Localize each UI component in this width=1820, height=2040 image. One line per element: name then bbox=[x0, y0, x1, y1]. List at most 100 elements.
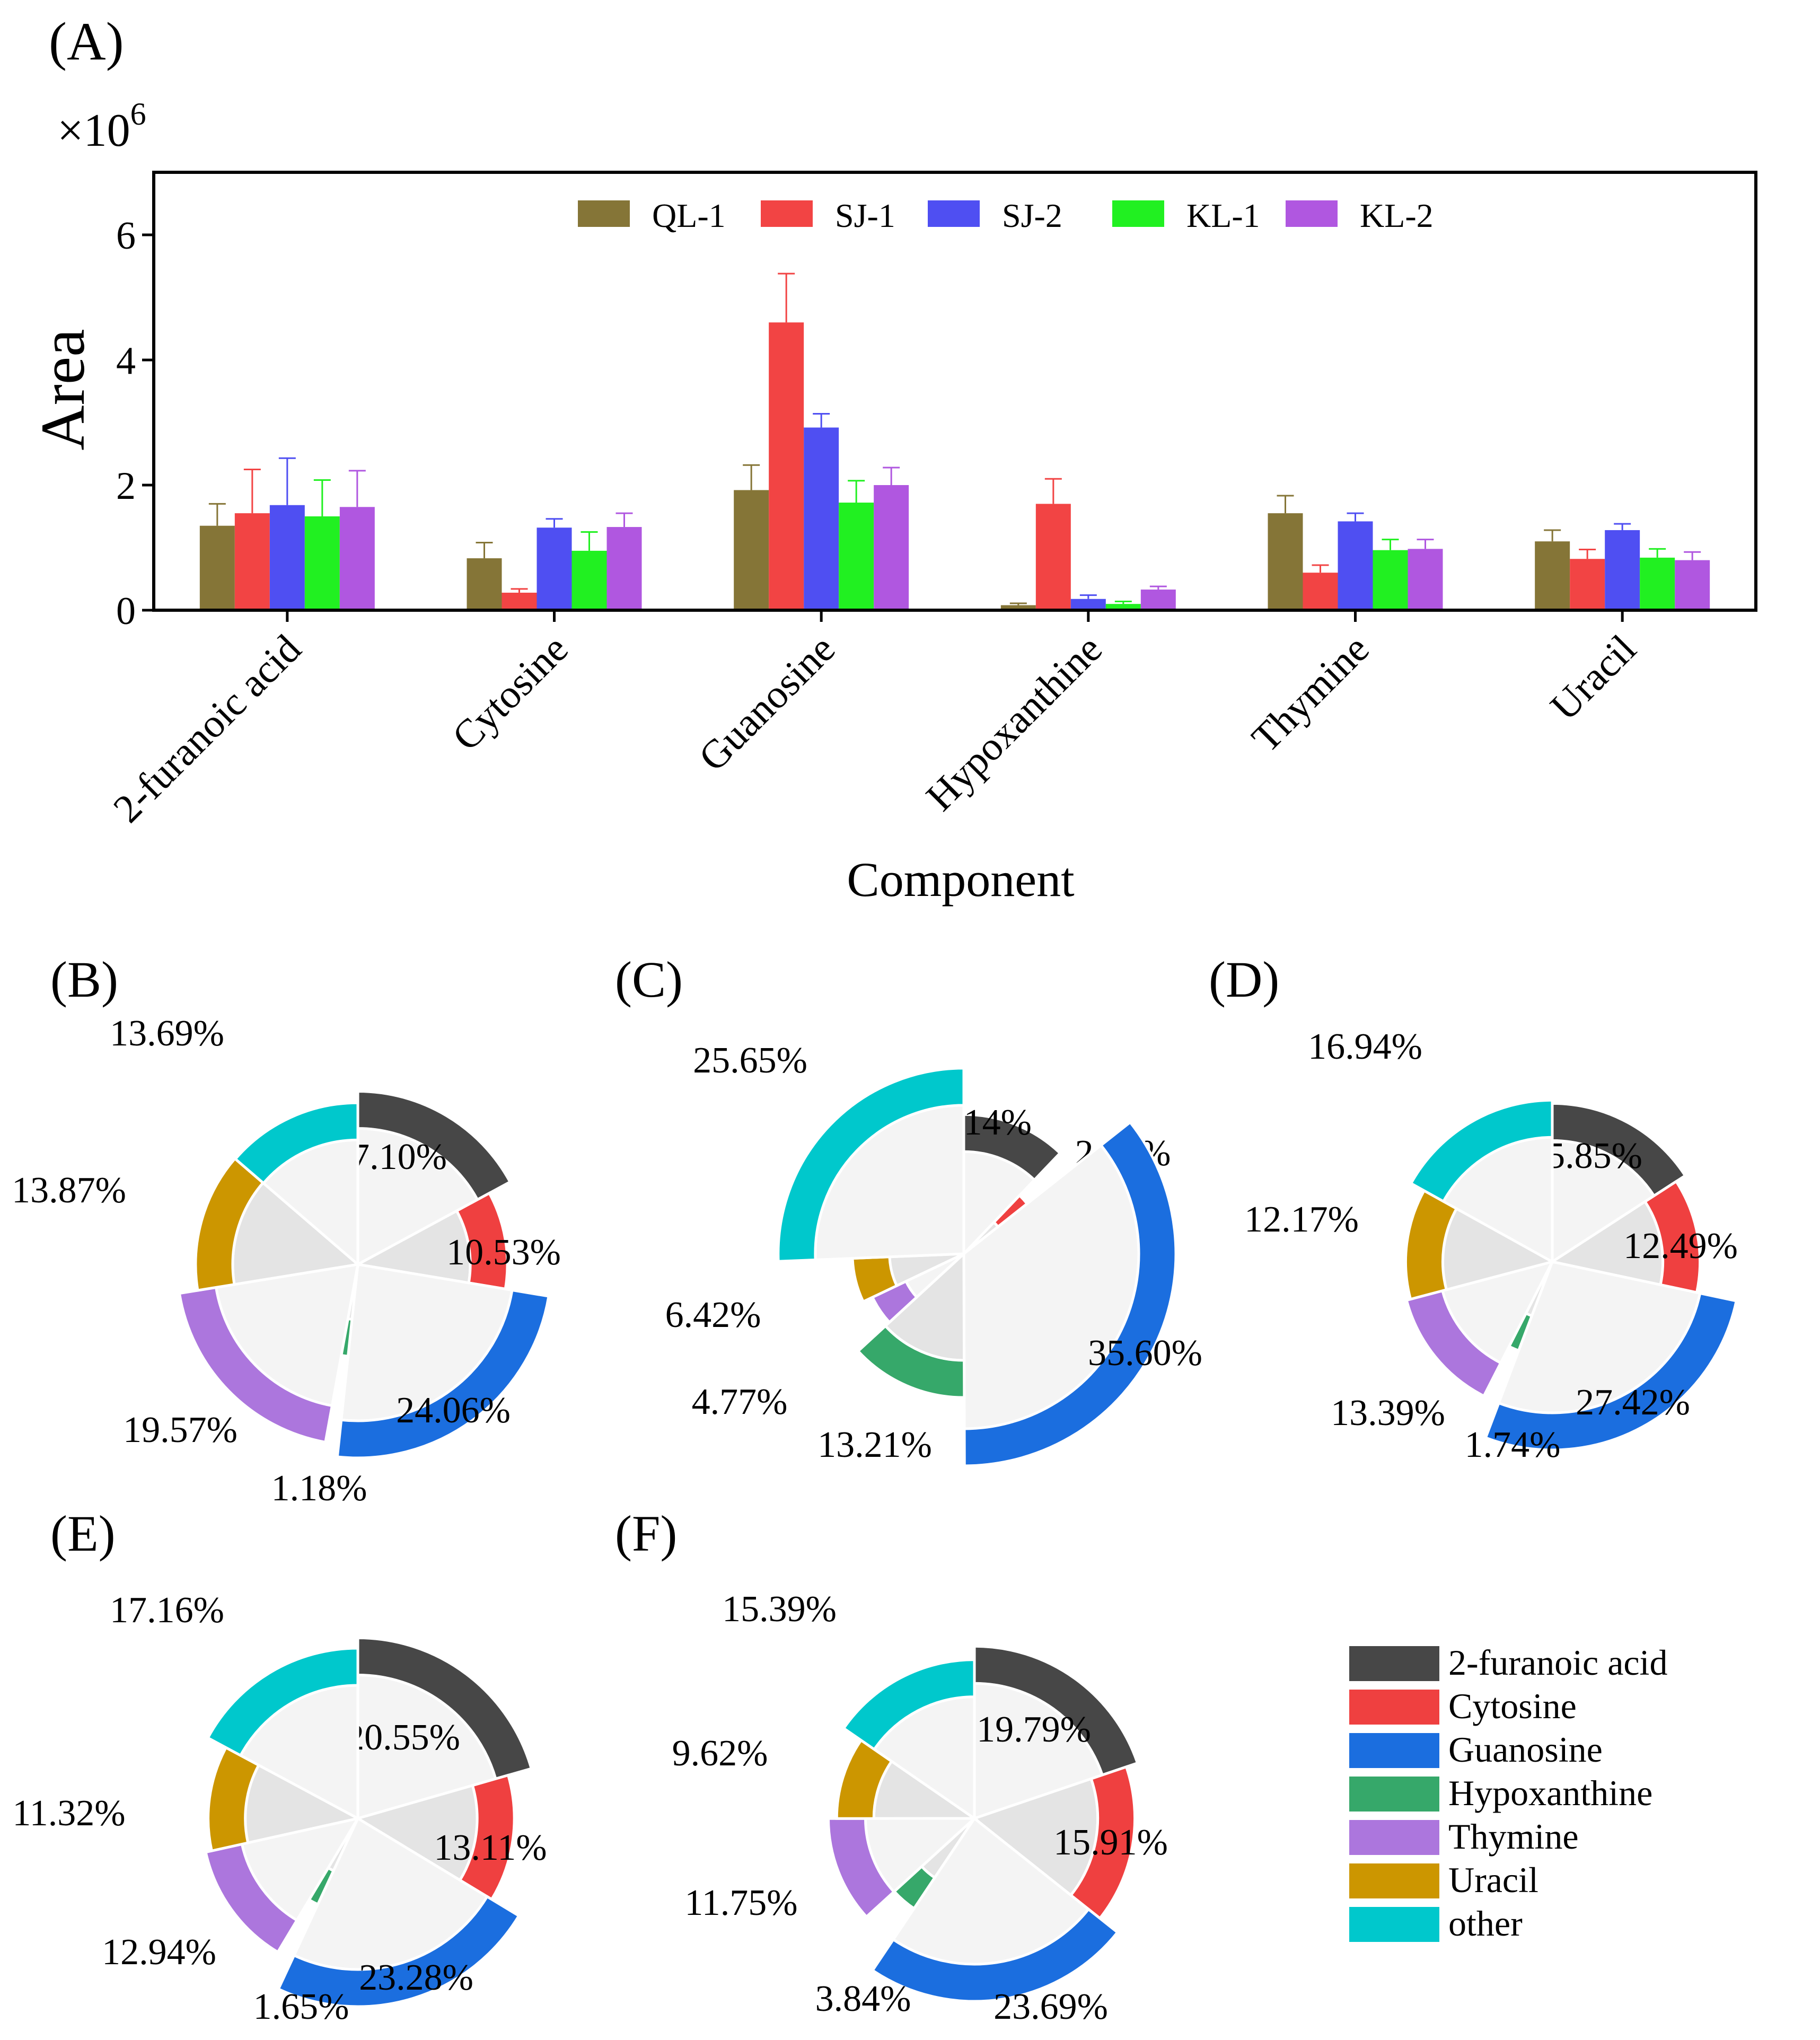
rose-band-2-furanoic-acid bbox=[962, 1113, 1062, 1182]
y-multiplier: ×106 bbox=[57, 96, 146, 156]
rose-value-label-uracil: 11.32% bbox=[12, 1793, 125, 1834]
legend-swatch-guanosine bbox=[1349, 1733, 1439, 1768]
rose-chart-panel-d: (D) 15.85%12.49%27.42%1.74%13.39%12.17%1… bbox=[1209, 951, 1738, 1465]
rose-value-label-cytosine: 15.91% bbox=[1053, 1822, 1168, 1863]
rose-band-guanosine bbox=[336, 1288, 550, 1459]
rose-value-label-guanosine: 23.69% bbox=[993, 1986, 1108, 2027]
rose-value-label-2-furanoic-acid: 20.55% bbox=[346, 1717, 460, 1758]
panel-label-b: (B) bbox=[50, 951, 118, 1008]
bar-sj-2-2-furanoic-acid bbox=[269, 505, 305, 610]
rose-band-2-furanoic-acid bbox=[356, 1637, 533, 1781]
bar-kl-1-2-furanoic-acid bbox=[304, 516, 340, 610]
legend-swatch-uracil bbox=[1349, 1863, 1439, 1898]
bar-sj-1-uracil bbox=[1570, 559, 1605, 610]
bar-sj-1-guanosine bbox=[769, 322, 804, 610]
bar-sj-2-thymine bbox=[1338, 521, 1373, 610]
bar-marks bbox=[199, 272, 1710, 610]
y-axis-ticks: 0 2 4 6 bbox=[116, 214, 154, 633]
plot-frame bbox=[152, 171, 1757, 612]
x-tick-label: 2-furanoic acid bbox=[105, 627, 310, 831]
bar-ql-1-uracil bbox=[1535, 541, 1570, 610]
rose-band-thymine bbox=[1405, 1289, 1503, 1398]
rose-sectors-d: 15.85%12.49%27.42%1.74%13.39%12.17%16.94… bbox=[1244, 1026, 1738, 1465]
rose-value-label-uracil: 13.87% bbox=[12, 1170, 126, 1211]
rose-value-label-other: 17.16% bbox=[110, 1590, 224, 1631]
rose-value-label-guanosine: 35.60% bbox=[1088, 1333, 1202, 1374]
y-multiplier-exponent: 6 bbox=[130, 96, 146, 131]
rose-value-label-hypoxanthine: 3.84% bbox=[815, 1979, 911, 2019]
rose-band-guanosine bbox=[1484, 1291, 1738, 1452]
bar-sj-2-hypoxanthine bbox=[1070, 599, 1106, 610]
bar-sj-2-cytosine bbox=[537, 527, 572, 610]
rose-value-label-hypoxanthine: 1.74% bbox=[1465, 1425, 1561, 1465]
bar-ql-1-guanosine bbox=[734, 490, 769, 610]
rose-sectors-f: 19.79% 15.91% 23.69% 3.84% 11.75% 9.62% 15.39% bbox=[672, 1589, 1168, 2027]
bar-ql-1-thymine bbox=[1268, 513, 1303, 610]
legend-swatch-hypoxanthine bbox=[1349, 1777, 1439, 1812]
y-multiplier-base: ×10 bbox=[57, 105, 130, 156]
rose-value-label-thymine: 19.57% bbox=[123, 1410, 238, 1450]
rose-value-label-hypoxanthine: 13.21% bbox=[817, 1425, 932, 1465]
legend-swatch-2-furanoic-acid bbox=[1349, 1646, 1439, 1681]
rose-band-hypoxanthine bbox=[856, 1324, 966, 1399]
rose-band-2-furanoic-acid bbox=[973, 1645, 1139, 1777]
x-tick-label: Cytosine bbox=[444, 627, 576, 759]
rose-band-other bbox=[233, 1101, 359, 1185]
rose-sectors-e: 20.55% 13.11% 23.28%1.65% 12.94% 11.32% 17.16… bbox=[12, 1590, 547, 2027]
bar-kl-2-cytosine bbox=[606, 527, 642, 610]
bar-kl-1-hypoxanthine bbox=[1105, 604, 1141, 610]
rose-band-guanosine bbox=[871, 1907, 1120, 2003]
legend-label-kl-2: KL-2 bbox=[1360, 197, 1434, 234]
y-tick-label: 2 bbox=[116, 464, 136, 508]
rose-band-other bbox=[777, 1067, 965, 1263]
legend-label-uracil: Uracil bbox=[1448, 1860, 1538, 1900]
rose-band-thymine bbox=[827, 1817, 896, 1919]
bar-sj-2-uracil bbox=[1605, 530, 1640, 610]
legend-label-other: other bbox=[1448, 1903, 1523, 1944]
panel-label-c: (C) bbox=[615, 951, 683, 1008]
legend-label-kl-1: KL-1 bbox=[1186, 197, 1260, 234]
bar-kl-2-guanosine bbox=[874, 485, 909, 610]
rose-value-label-other: 25.65% bbox=[693, 1040, 807, 1081]
x-tick-label: Hypoxanthine bbox=[918, 627, 1111, 820]
rose-value-label-uracil: 12.17% bbox=[1244, 1199, 1359, 1240]
legend-label-cytosine: Cytosine bbox=[1448, 1686, 1577, 1726]
rose-value-label-uracil: 6.42% bbox=[665, 1295, 761, 1335]
legend-label-sj-1: SJ-1 bbox=[835, 197, 895, 234]
bar-kl-2-thymine bbox=[1408, 549, 1443, 610]
x-tick-label: Uracil bbox=[1542, 627, 1645, 729]
rose-value-label-other: 16.94% bbox=[1308, 1026, 1422, 1067]
x-tick-label: Thymine bbox=[1243, 627, 1377, 761]
y-tick-label: 4 bbox=[116, 339, 136, 383]
legend-swatch-other bbox=[1349, 1907, 1439, 1942]
legend-swatch-sj-2 bbox=[928, 200, 980, 227]
bar-legend: QL-1 SJ-1 SJ-2 KL-1 KL-2 bbox=[578, 197, 1434, 234]
x-axis-title: Component bbox=[847, 852, 1075, 907]
rose-band-other bbox=[1409, 1098, 1554, 1203]
legend-swatch-kl-2 bbox=[1286, 200, 1338, 227]
bar-kl-2-2-furanoic-acid bbox=[339, 507, 375, 610]
rose-value-label-hypoxanthine: 1.65% bbox=[253, 1986, 349, 2027]
rose-value-label-thymine: 11.75% bbox=[684, 1883, 797, 1923]
x-tick-label: Guanosine bbox=[690, 627, 843, 780]
rose-value-label-hypoxanthine: 1.18% bbox=[271, 1468, 367, 1509]
legend-label-hypoxanthine: Hypoxanthine bbox=[1448, 1773, 1652, 1813]
bar-sj-1-hypoxanthine bbox=[1035, 504, 1071, 610]
rose-value-label-thymine: 13.39% bbox=[1331, 1393, 1445, 1434]
rose-band-thymine bbox=[178, 1286, 334, 1444]
bar-ql-1-2-furanoic-acid bbox=[199, 525, 235, 610]
bar-kl-1-cytosine bbox=[572, 550, 607, 610]
rose-sectors-c: 12.14%2.21%35.60%13.21%4.77%6.42%25.65% bbox=[665, 1040, 1202, 1467]
bar-ql-1-hypoxanthine bbox=[1000, 605, 1036, 610]
panel-label-d: (D) bbox=[1209, 951, 1279, 1008]
rose-sectors-b: 17.10%10.53%24.06%1.18%19.57%13.87%13.69… bbox=[12, 1013, 561, 1509]
rose-value-label-guanosine: 27.42% bbox=[1576, 1382, 1690, 1423]
rose-band-other bbox=[842, 1658, 976, 1752]
rose-value-label-uracil: 9.62% bbox=[672, 1733, 768, 1774]
panel-label-a: (A) bbox=[49, 12, 124, 72]
bar-kl-1-thymine bbox=[1373, 550, 1408, 610]
rose-value-label-guanosine: 24.06% bbox=[396, 1390, 511, 1431]
rose-chart-panel-c: (C) 12.14%2.21%35.60%13.21%4.77%6.42%25.… bbox=[615, 951, 1202, 1467]
